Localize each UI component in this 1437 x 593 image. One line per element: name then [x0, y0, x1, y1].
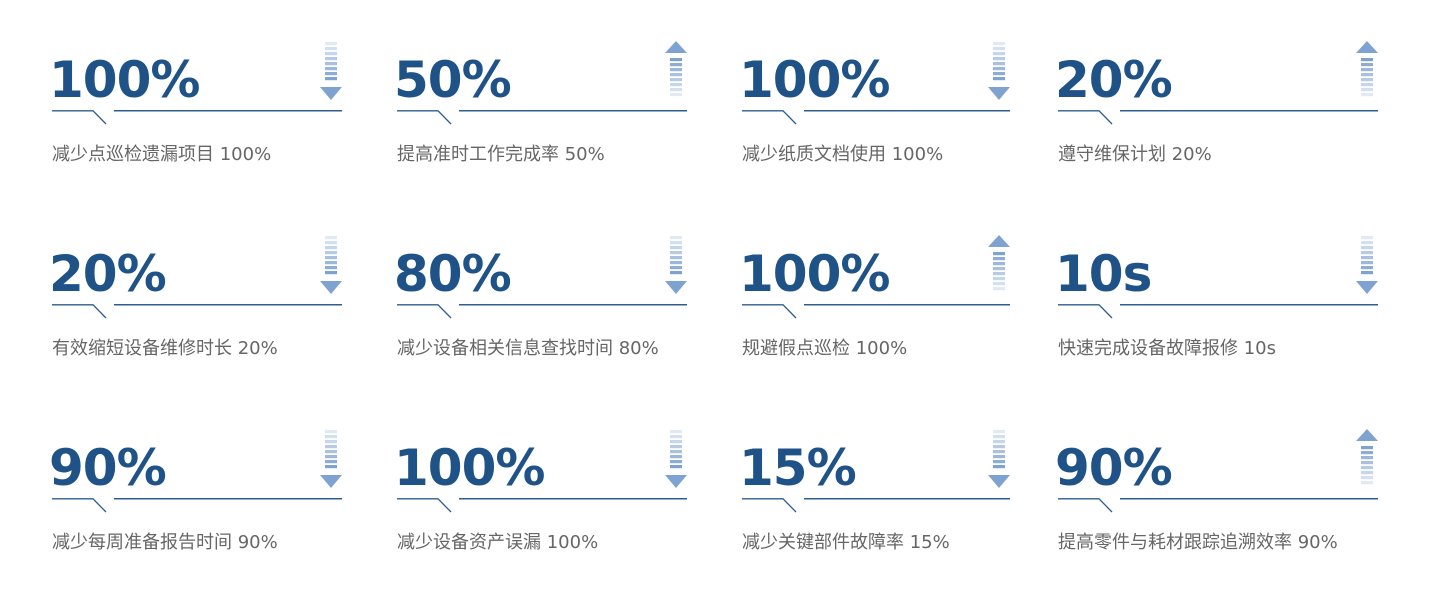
arrow-down-icon	[988, 42, 1010, 100]
metric-card: 80% 减少设备相关信息查找时间 80%	[394, 234, 687, 374]
arrow-up-icon	[988, 235, 1010, 291]
metric-card: 100% 减少纸质文档使用 100%	[739, 40, 1010, 180]
arrow-down-icon	[320, 42, 342, 100]
metric-card: 15% 减少关键部件故障率 15%	[739, 428, 1010, 568]
metric-value: 90%	[1055, 439, 1173, 497]
metric-label: 减少设备相关信息查找时间 80%	[397, 338, 659, 359]
callout-divider	[742, 498, 1010, 513]
metric-value: 20%	[1055, 51, 1173, 109]
metric-value: 100%	[739, 51, 890, 109]
arrow-up-icon	[1356, 41, 1378, 97]
metric-card: 10s 快速完成设备故障报修 10s	[1055, 234, 1378, 374]
arrow-down-icon	[988, 430, 1010, 488]
arrow-down-icon	[1356, 236, 1378, 294]
arrow-down-icon	[320, 430, 342, 488]
metric-label: 提高零件与耗材跟踪追溯效率 90%	[1058, 532, 1338, 553]
callout-divider	[52, 304, 342, 319]
arrow-down-icon	[665, 236, 687, 294]
metric-card: 20% 有效缩短设备维修时长 20%	[49, 234, 342, 374]
callout-divider	[397, 304, 687, 319]
metric-card: 100% 规避假点巡检 100%	[739, 234, 1010, 374]
metric-card: 50% 提高准时工作完成率 50%	[394, 40, 687, 180]
metric-label: 减少纸质文档使用 100%	[742, 144, 944, 165]
callout-divider	[1058, 110, 1378, 125]
callout-divider	[1058, 304, 1378, 319]
metric-value: 20%	[49, 245, 167, 303]
callout-divider	[52, 110, 342, 125]
callout-divider	[1058, 498, 1378, 513]
callout-divider	[397, 498, 687, 513]
metric-label: 提高准时工作完成率 50%	[397, 144, 605, 165]
metric-value: 15%	[739, 439, 857, 497]
metric-value: 90%	[49, 439, 167, 497]
metric-card: 100% 减少设备资产误漏 100%	[394, 428, 687, 568]
metric-value: 100%	[49, 51, 200, 109]
metric-card: 90% 提高零件与耗材跟踪追溯效率 90%	[1055, 428, 1378, 568]
metric-value: 50%	[394, 51, 512, 109]
metric-label: 减少关键部件故障率 15%	[742, 532, 950, 553]
metric-card: 90% 减少每周准备报告时间 90%	[49, 428, 342, 568]
arrow-up-icon	[665, 41, 687, 97]
metric-label: 有效缩短设备维修时长 20%	[52, 338, 278, 359]
metric-card: 100% 减少点巡检遗漏项目 100%	[49, 40, 342, 180]
metric-label: 遵守维保计划 20%	[1058, 144, 1212, 165]
callout-divider	[52, 498, 342, 513]
metric-label: 规避假点巡检 100%	[742, 338, 908, 359]
metric-value: 80%	[394, 245, 512, 303]
metric-label: 减少设备资产误漏 100%	[397, 532, 599, 553]
metric-value: 10s	[1055, 245, 1152, 303]
metric-value: 100%	[739, 245, 890, 303]
metric-label: 减少点巡检遗漏项目 100%	[52, 144, 272, 165]
metric-value: 100%	[394, 439, 545, 497]
callout-divider	[742, 304, 1010, 319]
arrow-down-icon	[665, 430, 687, 488]
arrow-down-icon	[320, 236, 342, 294]
callout-divider	[397, 110, 687, 125]
metric-label: 减少每周准备报告时间 90%	[52, 532, 278, 553]
metric-card: 20% 遵守维保计划 20%	[1055, 40, 1378, 180]
metric-label: 快速完成设备故障报修 10s	[1058, 338, 1277, 359]
callout-divider	[742, 110, 1010, 125]
arrow-up-icon	[1356, 429, 1378, 485]
